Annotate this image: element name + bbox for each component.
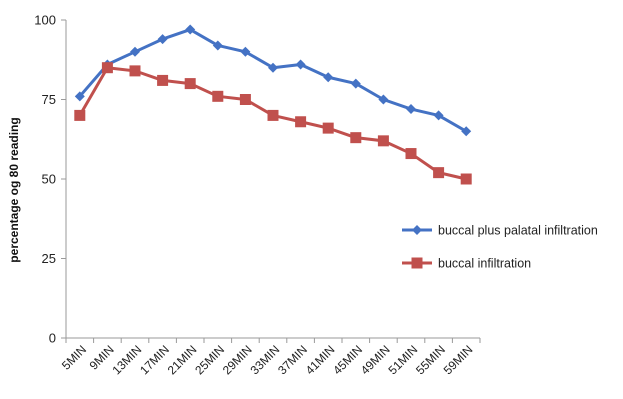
data-point xyxy=(157,34,168,45)
data-point xyxy=(460,173,472,185)
data-point xyxy=(74,91,85,102)
y-tick-label: 25 xyxy=(42,251,56,266)
y-tick-label: 100 xyxy=(34,13,56,28)
x-tick-label: 21MIN xyxy=(165,342,200,377)
data-point xyxy=(212,90,224,102)
data-point xyxy=(240,46,251,57)
data-point xyxy=(406,104,416,115)
x-tick-label: 13MIN xyxy=(109,342,144,377)
y-tick-label: 50 xyxy=(42,172,56,187)
data-point xyxy=(350,132,362,144)
data-point xyxy=(433,167,445,179)
y-tick-label: 75 xyxy=(42,92,56,107)
x-tick-label: 51MIN xyxy=(385,342,420,377)
legend: buccal plus palatal infiltration buccal i… xyxy=(402,224,598,271)
data-point xyxy=(212,40,223,51)
x-tick-label: 5MIN xyxy=(59,342,89,372)
x-tick-label: 41MIN xyxy=(303,342,338,377)
data-point xyxy=(130,46,140,57)
data-point xyxy=(268,62,278,73)
x-tick-label: 49MIN xyxy=(358,342,393,377)
data-point xyxy=(350,78,361,89)
data-point xyxy=(377,135,389,147)
data-point xyxy=(74,109,86,121)
data-point xyxy=(295,116,307,128)
data-point xyxy=(322,122,334,134)
legend-item: buccal plus palatal infiltration xyxy=(402,224,598,238)
data-point xyxy=(323,72,334,83)
legend-item: buccal infiltration xyxy=(402,257,531,271)
x-tick-label: 29MIN xyxy=(220,342,255,377)
data-point xyxy=(157,74,169,86)
x-tick-label: 37MIN xyxy=(275,342,310,377)
x-tick-label: 59MIN xyxy=(441,342,476,377)
data-point xyxy=(184,78,196,90)
x-ticks: 5MIN9MIN13MIN17MIN21MIN25MIN29MIN33MIN37… xyxy=(59,338,481,377)
x-tick-label: 33MIN xyxy=(247,342,282,377)
legend-marker xyxy=(411,257,423,269)
data-point xyxy=(295,59,306,70)
x-tick-label: 25MIN xyxy=(192,342,227,377)
legend-label: buccal plus palatal infiltration xyxy=(438,224,598,238)
data-point xyxy=(405,148,417,160)
data-point xyxy=(239,94,251,105)
y-axis-label: percentage og 80 reading xyxy=(7,117,21,262)
data-point xyxy=(129,65,141,77)
data-point xyxy=(461,126,472,137)
series-2 xyxy=(74,62,472,185)
y-ticks: 0 25 50 75 100 xyxy=(34,13,66,346)
x-tick-label: 17MIN xyxy=(137,342,172,377)
data-point xyxy=(185,24,196,35)
x-tick-label: 45MIN xyxy=(330,342,365,377)
data-point xyxy=(267,109,279,121)
data-point xyxy=(101,62,113,74)
series-layer xyxy=(74,24,472,185)
y-tick-label: 0 xyxy=(49,331,56,346)
x-tick-label: 55MIN xyxy=(413,342,448,377)
data-point xyxy=(378,94,389,105)
legend-marker xyxy=(412,225,422,235)
data-point xyxy=(433,110,444,121)
legend-label: buccal infiltration xyxy=(438,257,531,271)
series-line xyxy=(78,66,467,181)
